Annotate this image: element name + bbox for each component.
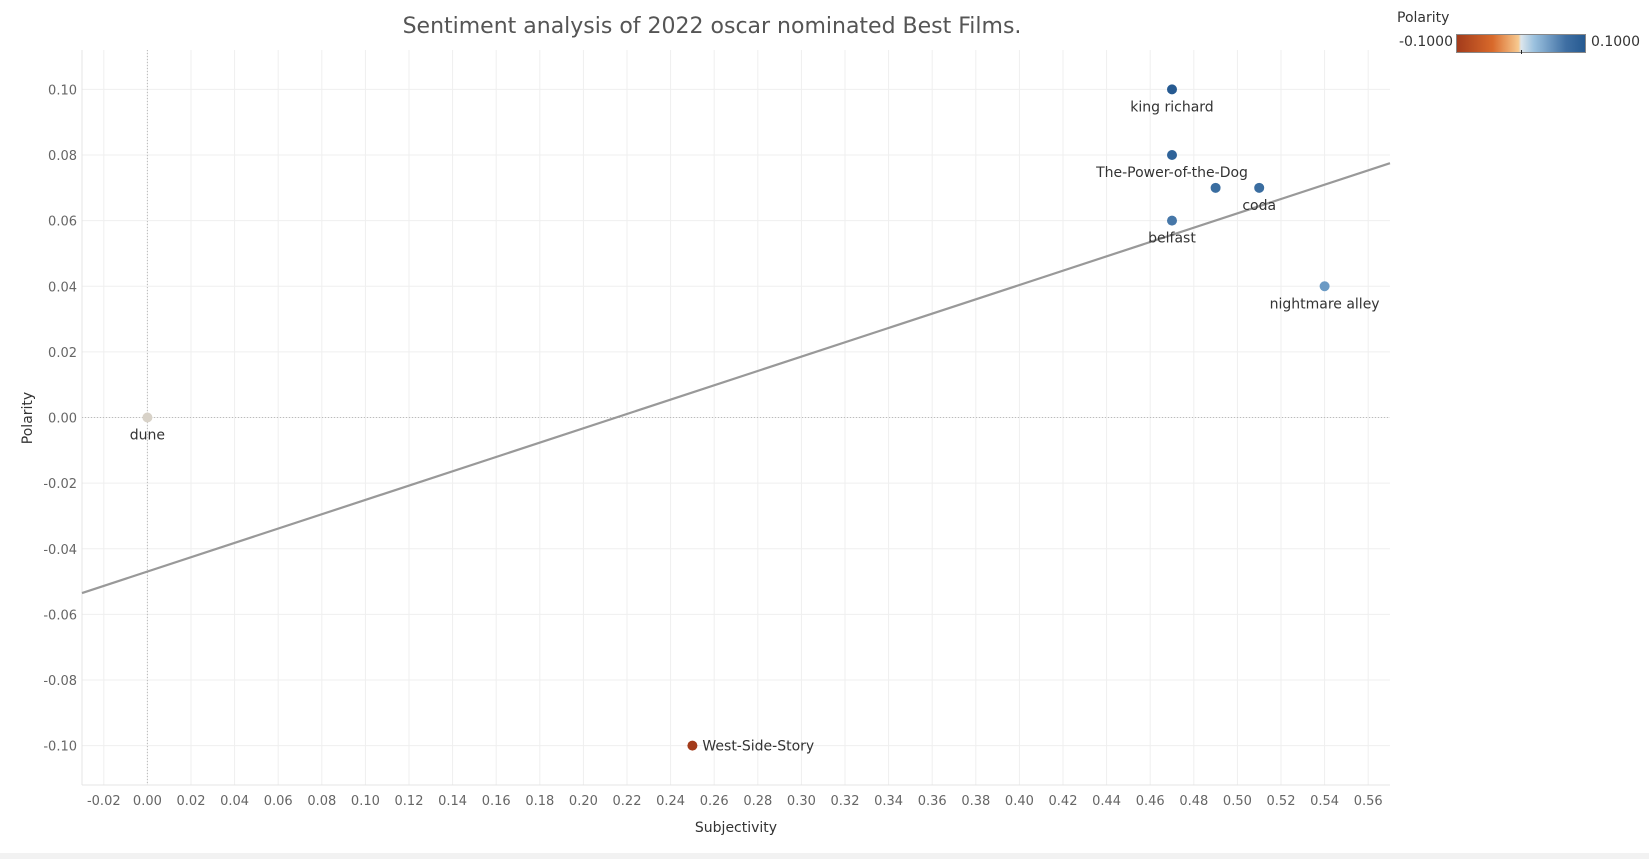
x-tick-label: 0.40 [1005,794,1034,809]
x-tick-label: 0.30 [787,794,816,809]
x-tick-label: 0.26 [700,794,729,809]
x-axis-ticks: -0.02 0.00 0.02 0.04 0.06 0.08 0.10 0.12 0.14 0.1… [87,794,1383,809]
trend-line-group [81,162,1391,595]
data-point[interactable] [1167,84,1177,95]
data-point[interactable] [687,740,698,751]
data-point[interactable] [142,412,153,423]
data-point[interactable] [1319,281,1330,292]
y-tick-label: 0.00 [48,412,77,427]
chart-title: Sentiment analysis of 2022 oscar nominat… [402,14,1022,39]
point-label: The-Power-of-the-Dog [1095,165,1248,181]
x-tick-label: 0.22 [613,794,642,809]
x-tick-label: 0.36 [918,794,947,809]
x-tick-label: 0.32 [831,794,860,809]
x-tick-label: 0.38 [961,794,990,809]
point-label: dune [130,428,165,444]
x-tick-label: 0.04 [220,794,249,809]
x-tick-label: 0.00 [133,794,162,809]
y-tick-label: 0.08 [48,149,77,164]
data-point[interactable] [1254,182,1265,193]
x-tick-label: 0.02 [177,794,206,809]
x-tick-label: 0.34 [874,794,903,809]
y-tick-label: 0.06 [48,215,77,230]
x-tick-label: 0.08 [307,794,336,809]
bottom-border [0,853,1649,859]
point-label: West-Side-Story [702,739,814,755]
x-tick-label: 0.56 [1354,794,1383,809]
x-tick-label: 0.16 [482,794,511,809]
x-tick-label: 0.20 [569,794,598,809]
x-tick-label: 0.28 [743,794,772,809]
legend-min-label: -0.1000 [1398,34,1453,50]
point-labels: king richard The-Power-of-the-Dog coda belf… [130,99,1380,754]
x-tick-label: -0.02 [87,794,121,809]
x-axis-label: Subjectivity [695,820,777,836]
x-tick-label: 0.52 [1267,794,1296,809]
point-label: king richard [1130,99,1213,115]
x-tick-label: 0.48 [1179,794,1208,809]
color-legend[interactable]: Polarity -0.1000 0.1000 [1395,8,1640,58]
legend-zero-tick [1521,50,1522,54]
y-tick-label: -0.10 [43,740,77,755]
trend-line[interactable] [81,162,1391,595]
x-tick-label: 0.18 [525,794,554,809]
data-point[interactable] [1210,182,1221,193]
x-tick-label: 0.54 [1310,794,1339,809]
y-tick-label: -0.04 [43,543,77,558]
x-tick-label: 0.46 [1136,794,1165,809]
y-tick-label: 0.04 [48,280,77,295]
x-tick-label: 0.24 [656,794,685,809]
y-tick-label: 0.10 [48,83,77,98]
x-tick-label: 0.50 [1223,794,1252,809]
data-point[interactable] [1167,215,1177,226]
y-axis-ticks: 0.10 0.08 0.06 0.04 0.02 0.00 -0.02 -0.04 -0.06 -… [43,83,77,754]
y-axis-label: Polarity [20,392,36,444]
x-tick-label: 0.12 [395,794,424,809]
y-tick-label: -0.08 [43,674,77,689]
legend-max-label: 0.1000 [1591,34,1640,50]
point-label: nightmare alley [1270,296,1380,312]
zero-reference-lines [82,50,1390,785]
x-tick-label: 0.10 [351,794,380,809]
y-tick-label: -0.06 [43,608,77,623]
x-tick-label: 0.42 [1049,794,1078,809]
y-tick-label: -0.02 [43,477,77,492]
x-tick-label: 0.44 [1092,794,1121,809]
x-tick-label: 0.06 [264,794,293,809]
data-point[interactable] [1167,150,1177,160]
data-points [142,84,1330,751]
y-tick-label: 0.02 [48,346,77,361]
x-tick-label: 0.14 [438,794,467,809]
point-label: belfast [1148,231,1196,247]
legend-title: Polarity [1397,10,1450,26]
point-label: coda [1242,198,1276,214]
